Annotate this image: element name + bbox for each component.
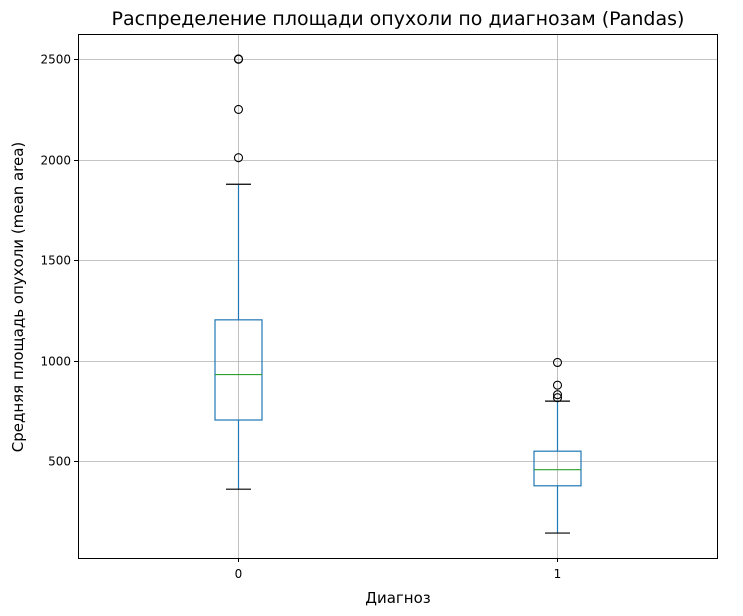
flier-point (233, 54, 244, 64)
grid (78, 34, 717, 558)
chart-title: Распределение площади опухоли по диагноз… (112, 8, 685, 30)
box-group (214, 54, 263, 490)
flier-point (233, 104, 244, 114)
y-axis-label: Средняя площадь опухоли (mean area) (9, 142, 27, 453)
box-iqr (214, 319, 263, 421)
y-tick-label: 2000 (40, 154, 71, 168)
x-tick-label: 0 (235, 567, 243, 581)
flier-point (552, 357, 563, 368)
flier-point (552, 390, 563, 400)
flier-point (552, 380, 563, 390)
flier-point (552, 393, 563, 403)
box-group (533, 357, 582, 534)
axis-ticks: 500 1000 1500 2000 2500 0 1 (40, 53, 561, 582)
box-iqr (533, 450, 582, 487)
boxes (214, 54, 582, 534)
x-axis-label: Диагноз (365, 589, 431, 607)
y-tick-label: 2500 (40, 53, 71, 67)
plot-frame (78, 34, 718, 559)
flier-point (233, 153, 244, 163)
y-tick-label: 1000 (40, 355, 71, 369)
y-tick-label: 1500 (40, 254, 71, 268)
y-tick-label: 500 (48, 455, 71, 469)
x-tick-label: 1 (554, 567, 562, 581)
